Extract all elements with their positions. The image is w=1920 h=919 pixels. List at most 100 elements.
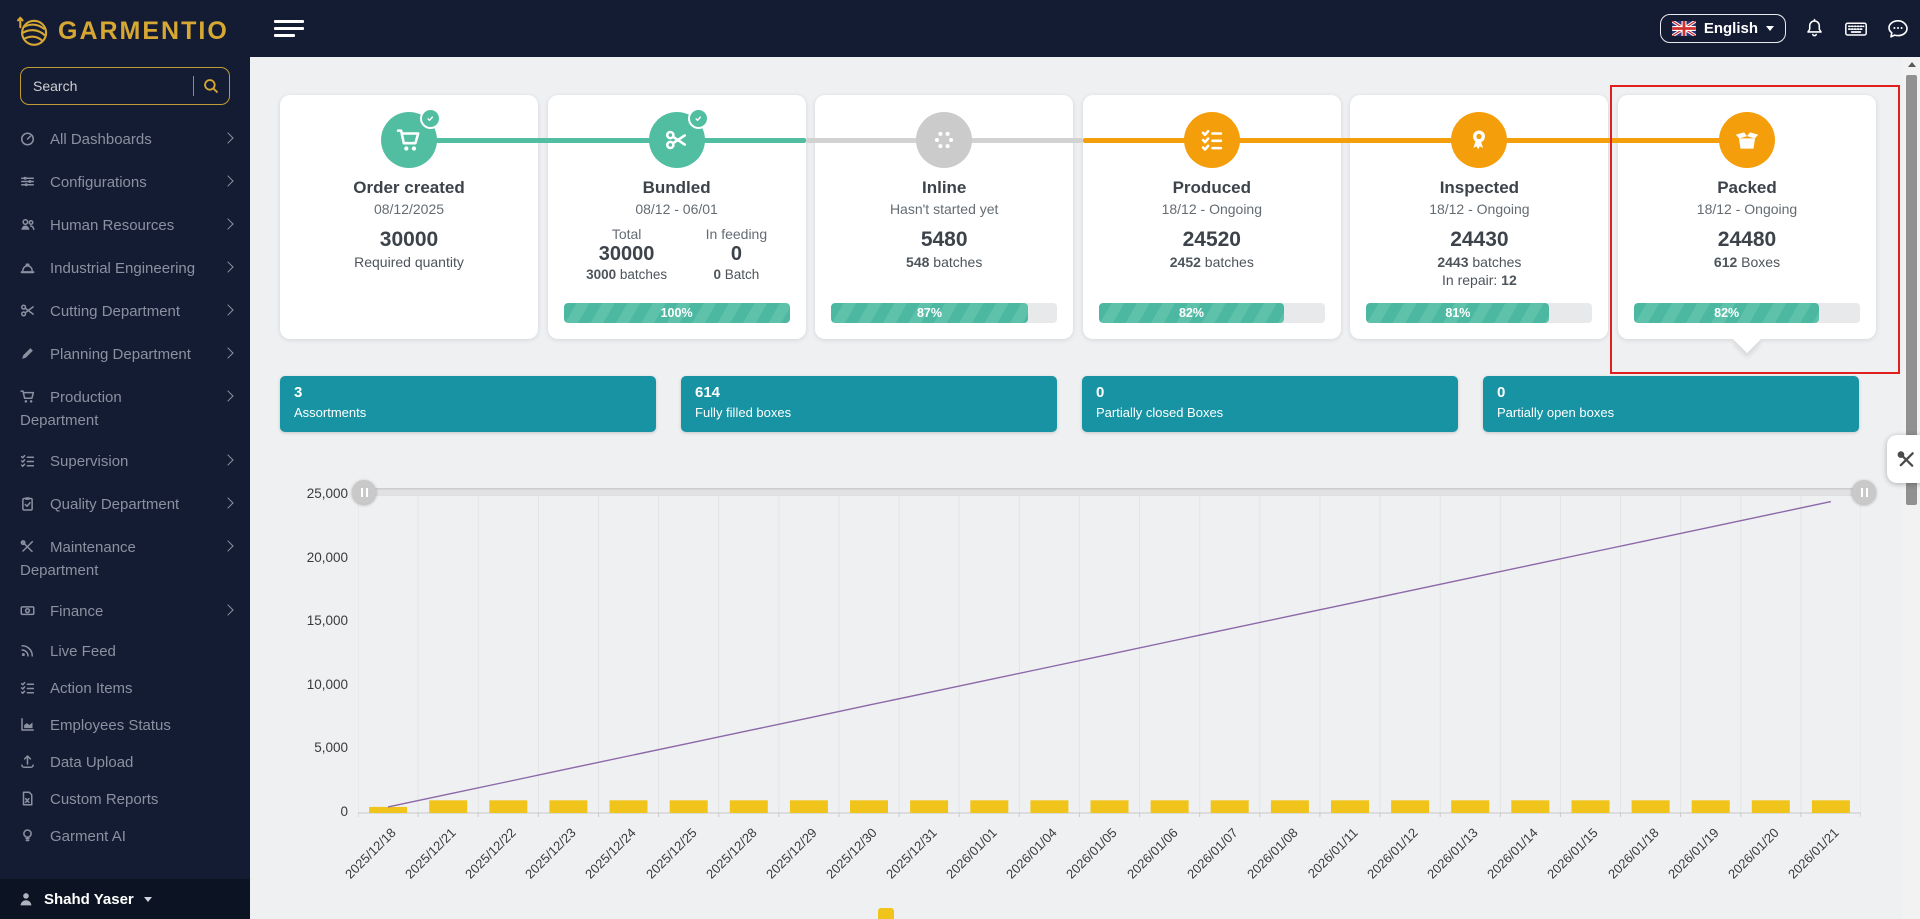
- step-value: 24520: [1182, 228, 1241, 251]
- chart-range-slider[interactable]: [352, 480, 1876, 504]
- sidebar-item-employees-status[interactable]: Employees Status: [0, 708, 250, 745]
- x-axis-tick: 2025/12/25: [642, 825, 700, 882]
- sidebar-item-label: All Dashboards: [50, 131, 152, 148]
- sidebar-item-custom-reports[interactable]: Custom Reports: [0, 782, 250, 819]
- chevron-right-icon: [222, 604, 234, 616]
- sidebar-item-industrial-engineering[interactable]: Industrial Engineering: [0, 248, 250, 291]
- sidebar-item-label: Supervision: [50, 453, 129, 470]
- step-subtitle: 08/12/2025: [373, 201, 445, 217]
- step-subtitle: 18/12 - Ongoing: [1429, 201, 1530, 217]
- sliders-icon: [21, 176, 34, 187]
- user-menu[interactable]: Shahd Yaser: [0, 879, 250, 919]
- brand-logo[interactable]: GARMENTIO: [0, 0, 250, 55]
- step-progress-label: 82%: [1178, 306, 1204, 320]
- sidebar-item-garment-ai[interactable]: Garment AI: [0, 819, 250, 856]
- x-axis-tick: 2026/01/20: [1724, 825, 1782, 882]
- step-subtitle: Hasn't started yet: [889, 201, 999, 217]
- language-label: English: [1703, 20, 1758, 37]
- step-caption: 2443 batches: [1437, 254, 1522, 270]
- step-check-badge: [420, 108, 441, 129]
- stat-bar-assortments: 3 Assortments: [280, 376, 656, 432]
- sidebar-item-label: Finance: [50, 603, 104, 620]
- sidebar-item-label: Maintenance Department: [20, 539, 136, 579]
- language-selector[interactable]: English: [1659, 14, 1786, 43]
- stat-bar-partially-closed-boxes: 0 Partially closed Boxes: [1082, 376, 1458, 432]
- checklist-step-icon: [1201, 129, 1222, 151]
- sidebar-item-label: Action Items: [50, 680, 133, 697]
- chevron-right-icon: [222, 132, 234, 144]
- chat-button[interactable]: [1886, 17, 1910, 41]
- bell-icon: [1807, 18, 1822, 37]
- sidebar-item-live-feed[interactable]: Live Feed: [0, 634, 250, 671]
- stat-value: 0: [1096, 384, 1105, 401]
- sidebar-item-supervision[interactable]: Supervision: [0, 441, 250, 484]
- step-subtitle: 18/12 - Ongoing: [1161, 201, 1262, 217]
- sidebar-search[interactable]: [20, 67, 230, 105]
- search-divider: [193, 76, 194, 96]
- packing-progress-chart: [358, 493, 1861, 817]
- pipeline-connector-0: [409, 138, 806, 143]
- step-icon-circle-inspected: [1451, 112, 1508, 168]
- sidebar-item-label: Employees Status: [50, 717, 171, 734]
- range-slider-left-handle[interactable]: [352, 480, 376, 504]
- vertical-scrollbar[interactable]: [1903, 57, 1920, 919]
- sidebar-item-cutting-department[interactable]: Cutting Department: [0, 291, 250, 334]
- step-stat-column: In feeding 0 0 Batch: [705, 226, 768, 282]
- step-progress-bar: 81%: [1366, 303, 1593, 323]
- sidebar-item-human-resources[interactable]: Human Resources: [0, 205, 250, 248]
- x-axis-tick: 2026/01/07: [1183, 825, 1241, 882]
- scissors-step-icon: [665, 130, 686, 150]
- cart-step-icon: [396, 129, 420, 151]
- chevron-down-icon: [143, 896, 152, 902]
- y-axis-tick: 20,000: [306, 549, 348, 565]
- stat-label: Assortments: [294, 405, 367, 420]
- menu-toggle-button[interactable]: [274, 16, 304, 41]
- sidebar-item-planning-department[interactable]: Planning Department: [0, 334, 250, 377]
- step-caption: Required quantity: [354, 254, 464, 270]
- x-axis-tick: 2025/12/22: [462, 825, 519, 882]
- topbar: English: [250, 0, 1920, 57]
- hardhat-icon: [20, 263, 35, 274]
- x-axis-tick: 2026/01/06: [1123, 825, 1181, 882]
- keyboard-button[interactable]: [1843, 17, 1869, 41]
- box-icon: [1735, 132, 1759, 149]
- notifications-button[interactable]: [1803, 17, 1826, 40]
- chevron-right-icon: [222, 261, 234, 273]
- checklist-icon: [20, 681, 35, 694]
- scroll-up-arrow-icon[interactable]: [1903, 57, 1920, 72]
- sidebar-item-label: Cutting Department: [50, 303, 181, 320]
- step-subtitle: 08/12 - 06/01: [635, 201, 718, 217]
- search-icon[interactable]: [203, 78, 219, 94]
- pipeline-card-inline[interactable]: Inline Hasn't started yet 5480 548 batches 8…: [815, 95, 1074, 339]
- x-axis-tick: 2025/12/24: [582, 825, 640, 882]
- sidebar-item-label: Quality Department: [50, 496, 180, 513]
- step-title: Inspected: [1439, 178, 1520, 197]
- scrollbar-thumb[interactable]: [1906, 75, 1917, 505]
- medal-icon: [1473, 130, 1486, 150]
- cart-icon: [20, 390, 35, 403]
- stat-label: Partially closed Boxes: [1096, 405, 1224, 420]
- sidebar-item-label: Live Feed: [50, 643, 116, 660]
- step-caption: 2452 batches: [1169, 254, 1254, 270]
- sidebar-item-configurations[interactable]: Configurations: [0, 162, 250, 205]
- sidebar-item-quality-department[interactable]: Quality Department: [0, 484, 250, 527]
- chart-legend-bar-swatch[interactable]: [878, 908, 894, 919]
- sidebar-item-action-items[interactable]: Action Items: [0, 671, 250, 708]
- stat-bar-fully-filled-boxes: 614 Fully filled boxes: [681, 376, 1057, 432]
- sidebar-item-all-dashboards[interactable]: All Dashboards: [0, 119, 250, 162]
- range-slider-right-handle[interactable]: [1852, 480, 1876, 504]
- x-axis-tick: 2025/12/31: [883, 825, 940, 882]
- tools-floating-button[interactable]: [1887, 435, 1920, 483]
- step-title: Order created: [353, 178, 465, 197]
- step-progress-label: 81%: [1445, 306, 1471, 320]
- chevron-right-icon: [222, 304, 234, 316]
- sidebar-item-production-department[interactable]: Production Department: [0, 377, 250, 441]
- step-extra: In repair: 12: [1442, 272, 1517, 288]
- sidebar-item-label: Data Upload: [50, 754, 134, 771]
- sidebar-item-data-upload[interactable]: Data Upload: [0, 745, 250, 782]
- sidebar-item-maintenance-department[interactable]: Maintenance Department: [0, 527, 250, 591]
- step-progress-bar: 100%: [563, 303, 790, 323]
- pipeline-card-produced[interactable]: Produced 18/12 - Ongoing 24520 2452 batches…: [1082, 95, 1341, 339]
- sidebar-item-finance[interactable]: Finance: [0, 591, 250, 634]
- search-input[interactable]: [31, 77, 189, 95]
